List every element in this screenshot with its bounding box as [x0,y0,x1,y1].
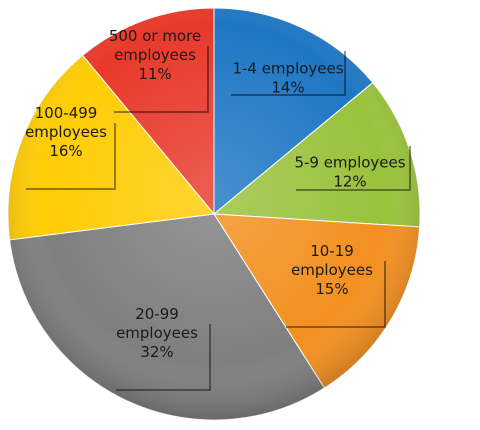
slice-label-line: 100-499 [35,104,98,122]
slice-label-line: 11% [138,65,171,83]
slice-label-line: employees [116,324,198,342]
callout-border [114,46,209,113]
slice-label-line: 14% [271,79,304,97]
slice-label-line: 15% [315,280,348,298]
slice-label-line: employees [25,123,107,141]
slice-label-line: 32% [140,343,173,361]
slice-label-line: 10-19 [310,242,354,260]
slice-label-line: 500 or more [109,27,201,45]
slice-label-line: 5-9 employees [294,154,405,172]
callout-border [231,51,346,96]
slice-label-line: 12% [333,173,366,191]
slice-label-line: 20-99 [135,305,179,323]
slice-label-line: employees [291,261,373,279]
callout-border [116,324,211,391]
pie-slices [7,7,421,421]
callout-border [286,261,386,328]
slice-label-line: employees [114,46,196,64]
slice-label-line: 16% [49,142,82,160]
callout-border [26,123,116,190]
callout-border [296,146,411,191]
slice-label-line: 1-4 employees [232,60,343,78]
